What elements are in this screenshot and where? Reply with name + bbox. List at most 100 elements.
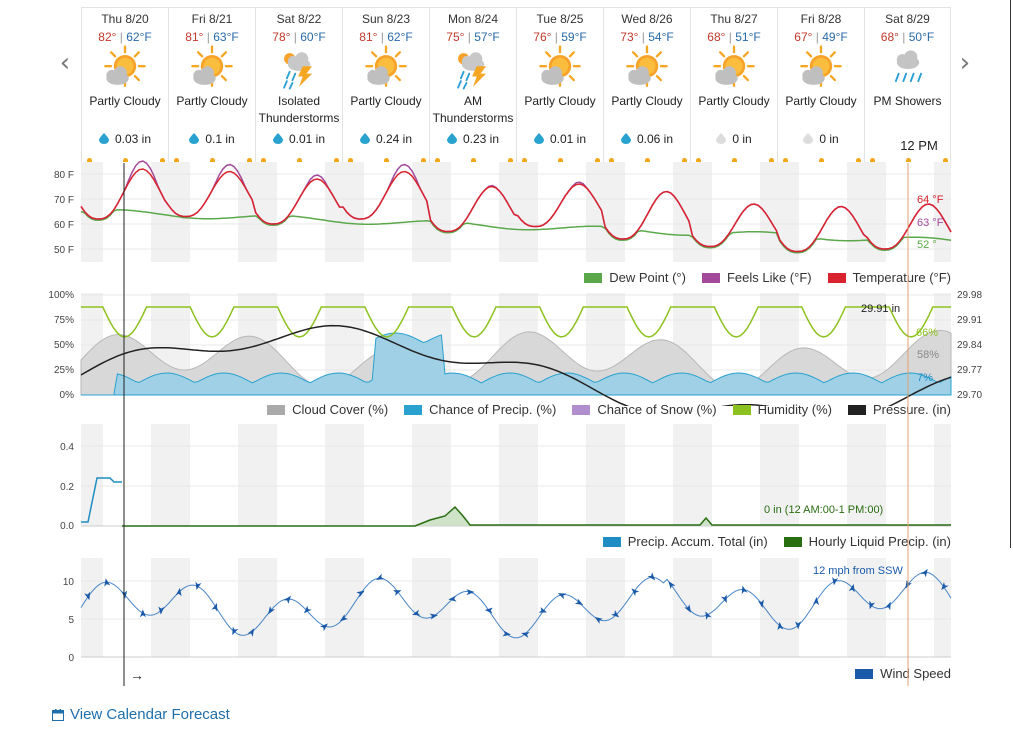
- day-column[interactable]: Thu 8/20 82° | 62°F Partly Cloudy 0.03 i…: [81, 8, 168, 162]
- day-column[interactable]: Sat 8/29 68° | 50°F PM Showers: [864, 8, 951, 162]
- legend-pressure[interactable]: Pressure. (in): [847, 402, 951, 417]
- night-band: [499, 424, 516, 526]
- legend-precip-accum[interactable]: Precip. Accum. Total (in): [602, 534, 768, 549]
- sunrise-mark: [348, 158, 353, 162]
- wind-direction-arrow: [905, 580, 912, 589]
- sunset-mark: [508, 158, 513, 162]
- wind-speed-line: [80, 571, 952, 639]
- precip-amount: 0 in: [819, 132, 839, 146]
- wind-direction-arrow: [429, 613, 439, 620]
- legend-dew-point[interactable]: Dew Point (°): [584, 270, 686, 285]
- night-band: [934, 558, 951, 657]
- wind-direction-arrow: [211, 603, 218, 612]
- legend-cloud-cover[interactable]: Cloud Cover (%): [267, 402, 388, 417]
- humidity-end-label: 66%: [916, 327, 938, 339]
- high-temp: 67°: [794, 30, 813, 44]
- cloud-precip-humidity-chart[interactable]: 100% 75% 50% 25% 0% 29.98 29.91 29.84 29…: [0, 288, 1013, 406]
- sun-mark: [471, 158, 476, 162]
- sunrise-mark: [174, 158, 179, 162]
- night-band: [516, 558, 538, 657]
- sunrise-mark: [87, 158, 92, 162]
- day-column[interactable]: Wed 8/26 73° | 54°F Partly Cloudy 0.06 i…: [603, 8, 690, 162]
- day-column[interactable]: Tue 8/25 76° | 59°F Partly Cloudy 0.01 i…: [516, 8, 603, 162]
- wind-direction-arrow: [594, 616, 603, 624]
- night-band: [603, 424, 625, 526]
- sunrise-mark: [609, 158, 614, 162]
- sun-mark: [732, 158, 737, 162]
- daily-precip: 0.1 in: [169, 132, 255, 146]
- day-name: Tue 8/25: [536, 12, 584, 26]
- high-temp: 78°: [272, 30, 291, 44]
- day-column[interactable]: Mon 8/24 75° | 57°F AM Thunderstorms 0.23…: [429, 8, 516, 162]
- sunrise-mark: [870, 158, 875, 162]
- svg-text:0.2: 0.2: [60, 482, 74, 493]
- daily-precip: 0.01 in: [256, 132, 342, 146]
- sunset-mark: [247, 158, 252, 162]
- view-calendar-forecast-link[interactable]: View Calendar Forecast: [52, 706, 230, 723]
- legend-feels-like[interactable]: Feels Like (°F): [701, 270, 812, 285]
- legend-precip-chance[interactable]: Chance of Precip. (%): [404, 402, 556, 417]
- low-temp: 59°F: [561, 30, 587, 44]
- day-column[interactable]: Fri 8/21 81° | 63°F Partly Cloudy 0.1 in: [168, 8, 255, 162]
- low-temp: 63°F: [213, 30, 239, 44]
- next-arrow-icon[interactable]: ›: [959, 48, 971, 78]
- day-column[interactable]: Sun 8/23 81° | 62°F Partly Cloudy 0.24 i…: [342, 8, 429, 162]
- temp-range: 82° | 62°F: [98, 30, 152, 44]
- wind-direction-arrow: [920, 568, 928, 578]
- day-column[interactable]: Sat 8/22 78° | 60°F Isolated Thunderstorm…: [255, 8, 342, 162]
- night-band: [325, 162, 342, 262]
- partly-cloudy-icon: [626, 45, 668, 87]
- raindrop-icon: [189, 133, 200, 144]
- condition: Partly Cloudy: [82, 93, 168, 129]
- legend-hourly-precip[interactable]: Hourly Liquid Precip. (in): [783, 534, 951, 549]
- precip-chance-area: [81, 332, 952, 396]
- svg-text:29.77: 29.77: [957, 365, 982, 376]
- svg-text:0.0: 0.0: [60, 521, 74, 532]
- sun-marks: [82, 157, 168, 162]
- night-band: [168, 424, 190, 526]
- legend-snow-chance[interactable]: Chance of Snow (%): [572, 402, 717, 417]
- night-band: [934, 162, 951, 262]
- high-temp: 81°: [359, 30, 378, 44]
- night-band: [81, 162, 103, 262]
- night-band: [151, 162, 168, 262]
- sun-mark: [210, 158, 215, 162]
- wind-direction-arrow: [502, 630, 511, 637]
- cursor-arrow-icon: →: [130, 667, 144, 683]
- night-band: [673, 162, 690, 262]
- condition: Partly Cloudy: [343, 93, 429, 129]
- sun-mark: [558, 158, 563, 162]
- wind-direction-arrow: [941, 581, 949, 591]
- day-column[interactable]: Thu 8/27 68° | 51°F Partly Cloudy 0 in: [690, 8, 777, 162]
- condition-text: Partly Cloudy: [698, 94, 770, 108]
- precip-amount: 0.1 in: [205, 132, 235, 146]
- temperature-chart[interactable]: 80 F 70 F 60 F 50 F 64 °F 63 °F 52 °: [0, 160, 1013, 280]
- wind-direction-arrow: [232, 626, 239, 636]
- pressure-line: [80, 324, 952, 406]
- wind-direction-arrow: [832, 577, 839, 586]
- sun-marks: [865, 157, 950, 162]
- day-column[interactable]: Fri 8/28 67° | 49°F Partly Cloudy 0 in: [777, 8, 864, 162]
- svg-text:5: 5: [68, 615, 74, 626]
- night-band: [238, 558, 255, 657]
- legend-temperature[interactable]: Temperature (°F): [827, 270, 951, 285]
- sun-marks: [691, 157, 777, 162]
- wind-speed-chart[interactable]: 10 5 0 12 mph from SSW →: [0, 556, 1013, 686]
- night-band: [586, 558, 603, 657]
- precipitation-chart[interactable]: 0.4 0.2 0.0 0 in (12 AM:00-1 PM:00): [0, 424, 1013, 534]
- condition-text: AM: [464, 94, 482, 108]
- svg-text:29.84: 29.84: [957, 340, 982, 351]
- temp-range: 81° | 63°F: [185, 30, 239, 44]
- night-band: [499, 162, 516, 262]
- condition-text: Thunderstorms: [432, 111, 514, 125]
- sun-mark: [297, 158, 302, 162]
- wind-direction-arrow: [84, 591, 91, 601]
- sun-mark: [123, 158, 128, 162]
- wind-direction-arrow: [283, 595, 292, 604]
- temp-ytick: 70 F: [54, 195, 74, 206]
- night-band: [429, 558, 451, 657]
- legend-humidity[interactable]: Humidity (%): [732, 402, 832, 417]
- previous-arrow-icon[interactable]: ‹: [59, 48, 71, 78]
- day-name: Sat 8/22: [276, 12, 322, 26]
- legend-wind-speed[interactable]: Wind Speed: [855, 666, 951, 681]
